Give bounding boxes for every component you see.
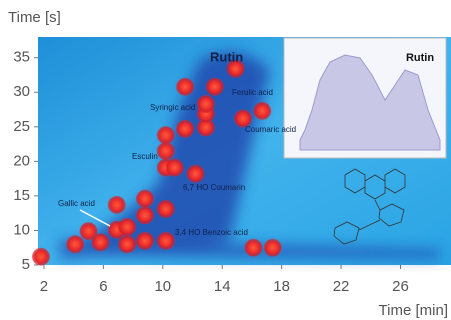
x-axis-label: Time [min] [379,302,448,319]
point [91,233,110,252]
point [156,142,175,160]
x-tick-label: 2 [40,278,48,295]
point [234,109,253,128]
point [156,126,175,145]
y-tick-label: 10 [13,221,30,238]
point [165,158,184,177]
annotation: Syringic acid [150,103,195,112]
x-tick-label: 26 [392,278,409,295]
point [135,231,154,250]
annotation: 6,7 HO Coumarin [183,183,245,192]
x-tick-label: 6 [99,278,107,295]
annotation: Coumaric acid [245,125,296,134]
molecule [333,168,406,245]
annotation: Gallic acid [58,199,95,208]
point [186,164,205,183]
point [107,195,126,214]
point [263,238,282,257]
x-tick-label: 14 [214,278,231,295]
annotation: Esculin [132,152,158,161]
inset-trace [299,54,441,151]
y-tick-label: 30 [13,83,30,100]
point [196,95,215,114]
annotation: 3,4 HO Benzoic acid [175,228,248,237]
y-tick-label: 25 [13,118,30,135]
point [156,231,175,250]
x-tick-label: 18 [273,278,290,295]
y-tick-label: 15 [13,187,30,204]
x-tick-label: 22 [333,278,350,295]
point [118,218,137,236]
point [226,59,245,78]
point [205,77,224,96]
point [244,238,263,257]
point [79,222,98,241]
x-tick-label: 10 [154,278,171,295]
annotation: Ferulic acid [232,88,273,97]
point [156,200,175,219]
inset-title: Rutin [406,52,434,64]
point [176,77,195,96]
point [31,247,50,266]
annotation-arrow [79,209,111,227]
point [118,235,137,254]
annotation: Rutin [210,49,243,64]
point [253,101,272,120]
point [176,119,195,138]
y-tick-label: 35 [13,49,30,66]
point [66,235,85,254]
point [135,206,154,225]
y-tick-label: 20 [13,152,30,169]
y-axis-label: Time [s] [8,9,61,26]
point [135,189,154,208]
y-tick-label: 5 [22,256,30,273]
